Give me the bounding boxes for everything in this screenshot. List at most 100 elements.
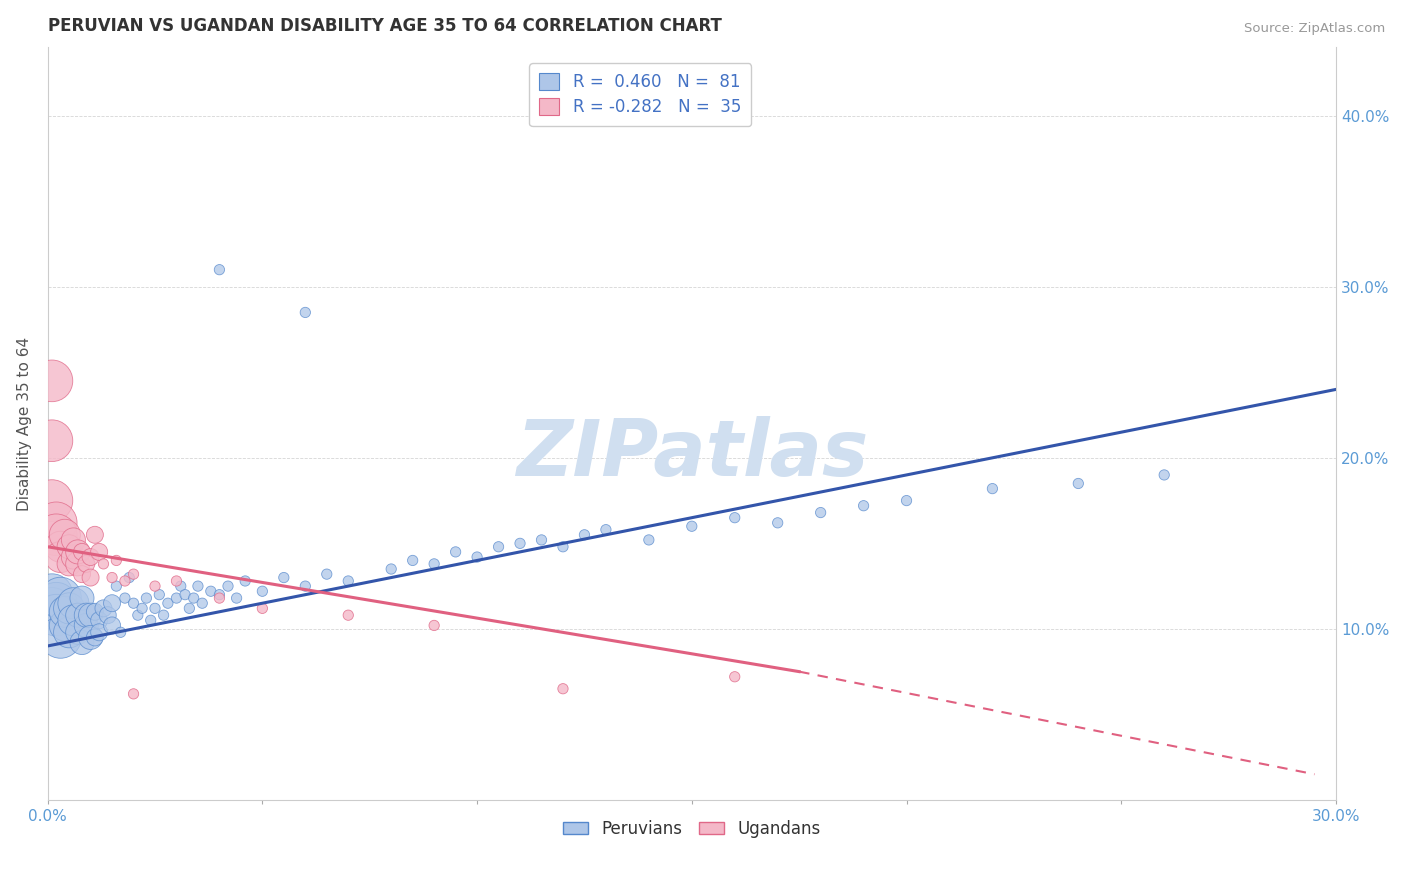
Point [294,579,316,593]
Point [337,574,360,588]
Point [724,510,747,524]
Point [70,545,93,559]
Point [444,545,467,559]
Point [114,574,136,588]
Point [225,591,247,605]
Point [179,601,201,615]
Point [79,570,101,584]
Point [89,613,111,627]
Point [509,536,531,550]
Point [530,533,553,547]
Point [49,540,72,554]
Point [423,557,446,571]
Point [810,506,832,520]
Point [58,557,80,571]
Point [896,493,918,508]
Point [105,553,128,567]
Point [101,596,124,610]
Point [45,516,67,530]
Point [79,631,101,645]
Point [58,601,80,615]
Point [551,681,574,696]
Point [183,591,205,605]
Point [53,618,76,632]
Point [41,601,63,615]
Point [70,635,93,649]
Point [252,584,274,599]
Point [79,608,101,623]
Point [97,608,120,623]
Point [337,608,360,623]
Point [170,579,193,593]
Point [465,549,488,564]
Point [148,588,170,602]
Point [208,262,231,277]
Point [724,670,747,684]
Point [101,570,124,584]
Point [574,528,596,542]
Point [139,613,162,627]
Point [551,540,574,554]
Point [70,591,93,605]
Point [66,608,89,623]
Point [101,618,124,632]
Point [114,591,136,605]
Point [1153,467,1175,482]
Point [66,545,89,559]
Point [49,549,72,564]
Point [62,596,84,610]
Point [45,608,67,623]
Point [83,528,105,542]
Point [637,533,659,547]
Point [174,588,197,602]
Point [595,523,617,537]
Point [402,553,425,567]
Point [200,584,222,599]
Point [66,625,89,640]
Point [208,591,231,605]
Point [41,588,63,602]
Point [70,567,93,582]
Point [135,591,157,605]
Point [49,591,72,605]
Point [166,574,188,588]
Point [187,579,209,593]
Point [58,625,80,640]
Point [45,528,67,542]
Point [122,567,145,582]
Point [75,608,97,623]
Point [53,605,76,619]
Point [166,591,188,605]
Point [83,631,105,645]
Point [118,570,141,584]
Point [53,528,76,542]
Point [1067,476,1090,491]
Point [152,608,174,623]
Point [143,579,166,593]
Point [981,482,1004,496]
Text: ZIPatlas: ZIPatlas [516,416,868,491]
Point [89,545,111,559]
Point [62,549,84,564]
Point [45,596,67,610]
Text: Source: ZipAtlas.com: Source: ZipAtlas.com [1244,22,1385,36]
Point [62,613,84,627]
Point [75,557,97,571]
Point [93,557,115,571]
Point [41,434,63,448]
Point [41,493,63,508]
Point [294,305,316,319]
Point [233,574,256,588]
Point [143,601,166,615]
Point [41,374,63,388]
Point [217,579,239,593]
Point [131,601,153,615]
Point [49,631,72,645]
Point [83,605,105,619]
Point [93,601,115,615]
Point [105,579,128,593]
Point [423,618,446,632]
Point [122,687,145,701]
Y-axis label: Disability Age 35 to 64: Disability Age 35 to 64 [17,336,32,511]
Point [380,562,402,576]
